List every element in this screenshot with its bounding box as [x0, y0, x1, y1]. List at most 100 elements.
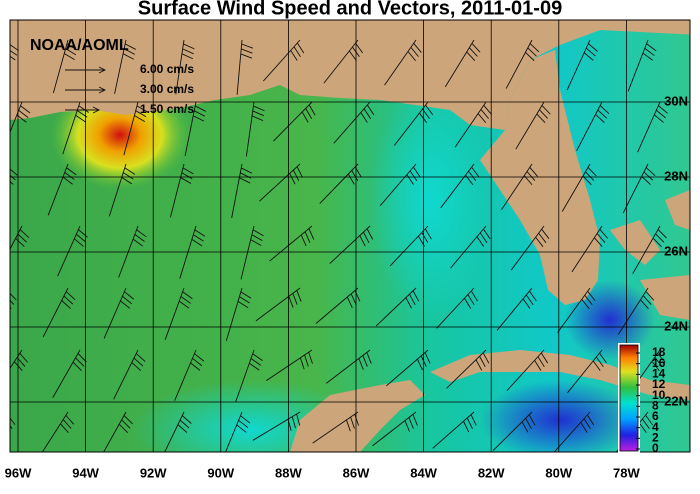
lon-label: 84W — [410, 465, 437, 480]
wind-barb — [175, 39, 195, 95]
colorbar-label: 2 — [652, 431, 659, 445]
wind-barb — [113, 349, 146, 400]
wind-barb — [245, 101, 265, 157]
map-frame — [9, 19, 691, 453]
lon-label: 96W — [5, 465, 32, 480]
lon-label: 94W — [72, 465, 99, 480]
wind-barb — [386, 349, 431, 387]
wind-barb — [62, 101, 89, 155]
colorbar — [619, 344, 639, 452]
key-label: 1.50 cm/s — [140, 102, 194, 116]
wind-barb — [52, 349, 87, 398]
wind-barb — [236, 39, 254, 95]
key-arrow — [65, 66, 107, 74]
wind-barb — [255, 287, 302, 322]
map-title: Surface Wind Speed and Vectors, 2011-01-… — [138, 0, 562, 19]
agency-label: NOAA/AOML — [30, 37, 129, 54]
wind-barb — [231, 163, 253, 219]
lon-label: 90W — [207, 465, 234, 480]
wind-barb — [506, 349, 549, 391]
wind-barb — [169, 163, 194, 218]
wind-barb — [184, 101, 207, 157]
map-field — [10, 20, 690, 452]
wind-barb — [235, 349, 263, 403]
wind-barb — [515, 101, 551, 150]
lon-label: 78W — [613, 465, 640, 480]
wind-barb — [440, 163, 480, 209]
wind-barb — [266, 349, 313, 382]
wind-barb — [567, 349, 607, 394]
wind-barb — [41, 411, 75, 452]
wind-barb — [379, 163, 421, 207]
wind-barb — [622, 163, 656, 214]
colorbar-label: 6 — [652, 409, 659, 423]
wind-barb — [42, 287, 76, 338]
wind-barb — [225, 411, 251, 452]
wind-barb — [164, 287, 193, 340]
wind-barb — [553, 411, 595, 452]
colorbar-label: 10 — [652, 388, 666, 402]
colorbar-label: 18 — [652, 345, 666, 359]
colorbar-label: 0 — [652, 441, 659, 455]
colorbar-label: 14 — [652, 367, 666, 381]
wind-barb — [432, 411, 477, 449]
lon-label: 88W — [275, 465, 302, 480]
wind-barb — [576, 101, 610, 152]
wind-barb — [496, 287, 537, 331]
wind-barb — [627, 39, 657, 92]
wind-barb — [446, 349, 490, 389]
wind-barb — [57, 225, 88, 277]
wind-barb — [393, 101, 434, 146]
wind-barb — [312, 411, 360, 444]
wind-barb — [333, 101, 375, 144]
colorbar-label: 4 — [652, 420, 659, 434]
wind-barb — [389, 225, 432, 267]
wind-barb — [454, 101, 492, 148]
wind-barb — [444, 39, 481, 88]
key-label: 3.00 cm/s — [140, 82, 194, 96]
wind-barb — [450, 225, 491, 269]
wind-barb — [501, 163, 538, 210]
wind-barb — [164, 411, 192, 452]
wind-barb — [375, 287, 420, 327]
wind-barb — [47, 163, 77, 216]
lat-label: 22N — [664, 393, 688, 408]
wind-barb — [505, 39, 540, 89]
wind-barb — [259, 163, 303, 202]
wind-barb — [225, 287, 252, 341]
wind-barb — [372, 411, 418, 447]
lon-label: 82W — [478, 465, 505, 480]
lon-label: 86W — [343, 465, 370, 480]
wind-barb — [492, 411, 536, 452]
lon-label: 80W — [545, 465, 572, 480]
wind-barb — [436, 287, 478, 329]
key-arrow — [65, 106, 101, 114]
vector-key: 6.00 cm/s 3.00 cm/s 1.50 cm/s — [65, 62, 194, 116]
wind-barb — [10, 101, 31, 134]
wind-barb — [252, 411, 301, 441]
wind-barb — [273, 101, 316, 142]
wind-barb — [319, 163, 362, 204]
lat-label: 24N — [664, 318, 688, 333]
wind-barb — [263, 39, 305, 82]
wind-barb — [329, 225, 374, 264]
lon-label: 92W — [140, 465, 167, 480]
wind-barb — [103, 287, 135, 339]
wind-barb — [632, 225, 667, 274]
wind-barb — [108, 163, 136, 217]
wind-barb — [10, 412, 16, 429]
wind-barb — [557, 287, 596, 333]
wind-barb — [561, 163, 597, 212]
wind-barb — [174, 349, 205, 401]
wind-barb — [627, 349, 666, 396]
wind-barb — [240, 225, 264, 280]
wind-barb — [10, 288, 17, 310]
key-label: 6.00 cm/s — [140, 62, 194, 76]
wind-barb — [384, 39, 422, 86]
wind-barb — [269, 225, 315, 262]
lat-label: 30N — [664, 93, 688, 108]
colorbar-label: 8 — [652, 399, 659, 413]
wind-barb — [52, 39, 78, 94]
wind-barb — [315, 287, 361, 324]
